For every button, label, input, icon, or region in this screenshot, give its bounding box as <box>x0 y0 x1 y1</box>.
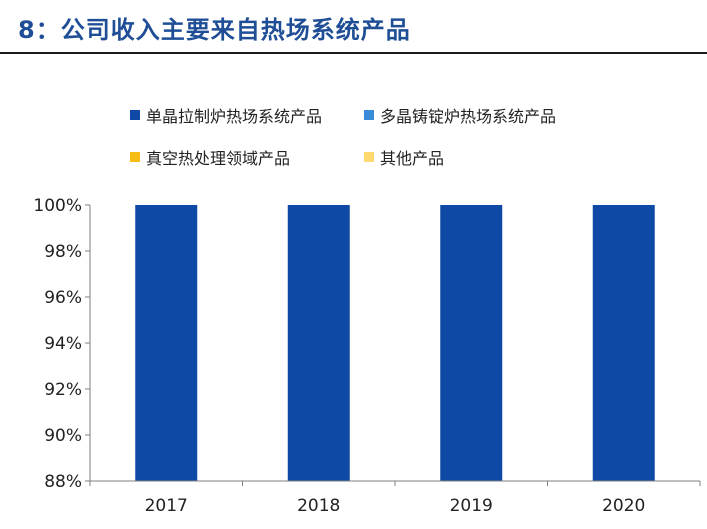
y-tick-labels: 88% 90% 92% 94% 96% 98% 100% <box>33 196 90 492</box>
y-tick-label: 98% <box>44 242 82 262</box>
x-tick-label: 2020 <box>602 496 645 516</box>
legend-label-poly-crystal: 多晶铸锭炉热场系统产品 <box>380 107 557 126</box>
legend-label-vacuum-heat: 真空热处理领域产品 <box>146 149 291 168</box>
y-tick-label: 96% <box>44 288 82 308</box>
bar-2017-series-0 <box>135 205 198 481</box>
bar-2019-series-0 <box>440 205 503 481</box>
bar-2018-series-0 <box>287 205 350 481</box>
y-tick-label: 94% <box>44 334 82 354</box>
legend-item-poly-crystal: 多晶铸锭炉热场系统产品 <box>364 103 556 127</box>
legend-item-vacuum-heat: 真空热处理领域产品 <box>130 145 290 169</box>
x-tick-label: 2017 <box>145 496 188 516</box>
bar-2020-series-0 <box>592 205 655 481</box>
x-tick-label: 2019 <box>450 496 493 516</box>
chart-legend: 单晶拉制炉热场系统产品 多晶铸锭炉热场系统产品 真空热处理领域产品 其他产品 <box>0 0 707 200</box>
title-rule <box>0 52 707 54</box>
bars-group <box>135 205 655 481</box>
legend-label-other: 其他产品 <box>380 149 445 168</box>
figure-title: 8：公司收入主要来自热场系统产品 <box>18 16 411 44</box>
x-tick-labels: 2017 2018 2019 2020 <box>89 481 701 516</box>
y-tick-label: 90% <box>44 426 82 446</box>
y-tick-label: 100% <box>33 196 82 216</box>
legend-label-mono-crystal: 单晶拉制炉热场系统产品 <box>146 107 323 126</box>
legend-item-mono-crystal: 单晶拉制炉热场系统产品 <box>130 103 322 127</box>
legend-item-other: 其他产品 <box>364 145 444 169</box>
y-tick-label: 88% <box>44 472 82 492</box>
legend-swatch-vacuum-heat <box>130 152 140 162</box>
x-tick-label: 2018 <box>297 496 340 516</box>
y-tick-label: 92% <box>44 380 82 400</box>
legend-swatch-mono-crystal <box>130 110 140 120</box>
legend-swatch-other <box>364 152 374 162</box>
legend-swatch-poly-crystal <box>364 110 374 120</box>
